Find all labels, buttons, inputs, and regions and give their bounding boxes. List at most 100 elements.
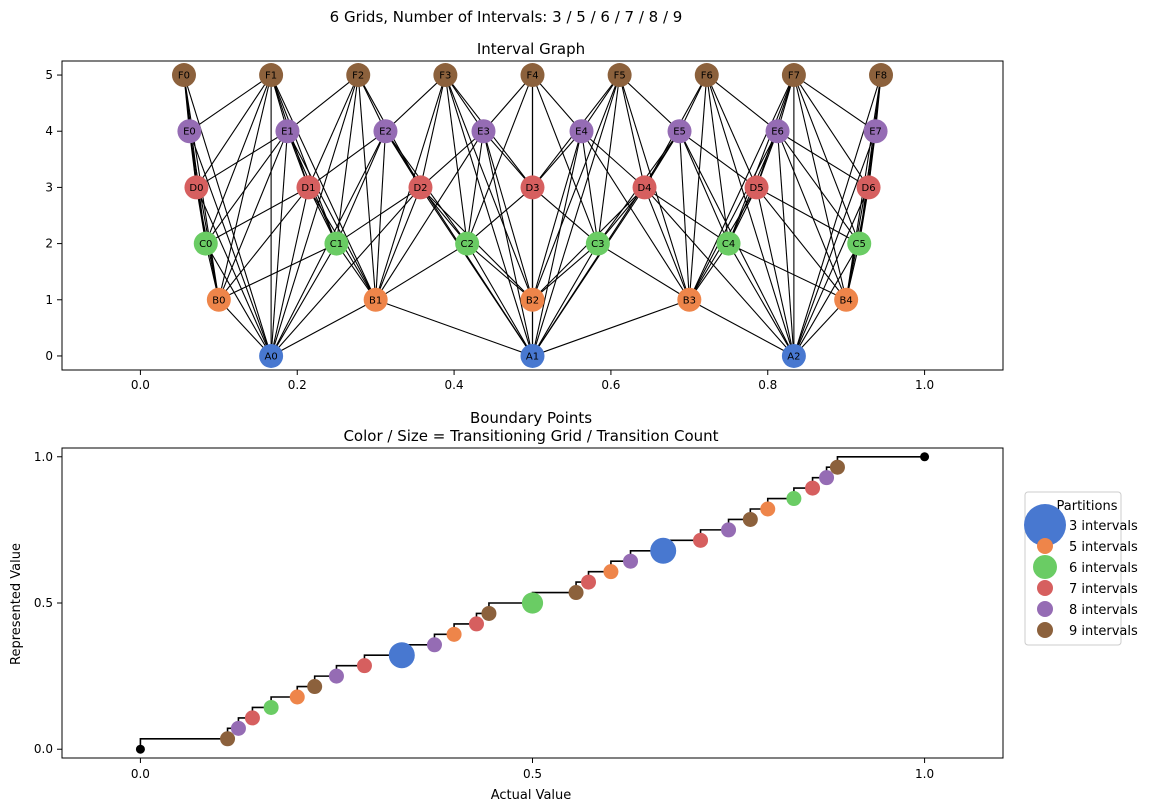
- graph-node-E3: [471, 119, 496, 144]
- graph-edge: [532, 130, 582, 188]
- boundary-point: [263, 699, 279, 715]
- graph-edge: [793, 74, 876, 132]
- graph-edge: [793, 74, 847, 300]
- boundary-point: [623, 553, 639, 569]
- graph-node-F8: [869, 63, 894, 88]
- graph-edge: [619, 74, 680, 132]
- graph-node-E5: [667, 119, 692, 144]
- graph-node-label: C4: [722, 239, 735, 250]
- graph-node-F7: [781, 63, 806, 88]
- graph-edge: [728, 243, 795, 357]
- graph-edge: [531, 131, 583, 300]
- graph-node-label: F3: [439, 71, 451, 82]
- legend-marker: [1037, 538, 1053, 554]
- graph-edge: [218, 131, 288, 300]
- legend-items: 3 intervals 5 intervals 6 intervals 7 inter…: [1024, 504, 1138, 639]
- graph-node-C4: [716, 231, 741, 256]
- boundary-point: [446, 626, 462, 642]
- graph-edge: [532, 74, 582, 132]
- graph-edge: [706, 74, 795, 357]
- graph-node-label: A0: [265, 351, 278, 362]
- graph-x-tick-label: 0.4: [445, 378, 464, 392]
- graph-edge: [385, 74, 446, 132]
- graph-edge: [597, 187, 645, 244]
- graph-node-A1: [520, 343, 545, 368]
- boundary-point: [521, 592, 544, 614]
- graph-node-C3: [585, 231, 610, 256]
- graph-x-ticks: 0.0 0.2 0.4 0.6 0.8 1.0: [131, 370, 934, 392]
- graph-edge: [270, 74, 377, 301]
- graph-edge: [678, 131, 690, 300]
- figure-suptitle: 6 Grids, Number of Intervals: 3 / 5 / 6 …: [330, 8, 683, 26]
- graph-edge: [466, 186, 533, 245]
- graph-node-D6: [856, 175, 881, 200]
- legend-marker: [1024, 504, 1066, 546]
- graph-edge: [580, 131, 599, 244]
- boundary-point: [426, 637, 442, 653]
- graph-edge: [532, 186, 599, 245]
- graph-edge: [270, 187, 309, 357]
- graph-edge: [531, 74, 599, 244]
- graph-node-B3: [677, 287, 702, 312]
- graph-edge: [218, 74, 272, 300]
- graph-node-A0: [259, 343, 284, 368]
- graph-edge: [286, 130, 377, 301]
- graph-edge: [793, 74, 870, 188]
- boundary-point: [819, 470, 835, 486]
- graph-y-tick-label: 2: [45, 237, 53, 251]
- legend-label: 5 intervals: [1069, 540, 1138, 555]
- interval-graph-plot: A0 A1 A2 B0 B1 B2 B3 B4 C0 C1 C2 C3 C4 C5 D0 D1 D2 D3 D4 D5…: [45, 60, 1004, 392]
- graph-edge: [793, 74, 860, 244]
- graph-node-label: B3: [683, 295, 696, 306]
- boundary-point: [328, 668, 344, 684]
- endpoints: [135, 452, 930, 754]
- graph-edge: [777, 130, 869, 188]
- boundary-point: [230, 720, 246, 736]
- graph-edge: [644, 186, 729, 245]
- graph-edge: [793, 131, 877, 357]
- boundary-point: [356, 658, 372, 674]
- boundary-point: [805, 480, 821, 496]
- graph-edge: [793, 74, 882, 357]
- legend-title: Partitions: [1057, 499, 1118, 514]
- graph-node-B0: [206, 287, 231, 312]
- graph-edge: [688, 130, 779, 301]
- graph-edge: [420, 187, 468, 244]
- graph-node-F0: [171, 63, 196, 88]
- graph-node-label: D0: [189, 183, 203, 194]
- graph-edge: [270, 131, 288, 356]
- graph-node-label: E1: [281, 127, 294, 138]
- graph-edge: [196, 130, 288, 188]
- graph-edge: [597, 243, 690, 301]
- graph-node-label: B1: [369, 295, 382, 306]
- graph-node-label: D2: [413, 183, 427, 194]
- graph-node-label: D6: [862, 183, 876, 194]
- graph-edge: [689, 299, 795, 357]
- scatter-y-ticks: 0.0 0.5 1.0: [34, 450, 62, 756]
- graph-node-label: C0: [199, 239, 212, 250]
- graph-edge: [756, 187, 795, 357]
- graph-node-label: F2: [352, 71, 364, 82]
- graph-node-label: E0: [183, 127, 196, 138]
- graph-edge: [307, 74, 359, 188]
- x-axis-label: Actual Value: [491, 788, 572, 803]
- scatter-title-line2: Color / Size = Transitioning Grid / Tran…: [343, 427, 718, 445]
- graph-edge: [205, 130, 288, 244]
- graph-edge: [205, 186, 309, 245]
- graph-y-tick-label: 3: [45, 180, 53, 194]
- graph-edge: [483, 130, 533, 188]
- graph-edge: [270, 74, 359, 357]
- boundary-point: [721, 522, 737, 538]
- scatter-x-ticks: 0.0 0.5 1.0: [131, 758, 934, 781]
- graph-node-F6: [694, 63, 719, 88]
- graph-edge: [375, 130, 484, 301]
- graph-edge: [756, 186, 860, 245]
- graph-edge: [218, 187, 309, 301]
- scatter-y-tick-label: 1.0: [34, 450, 53, 464]
- graph-edge: [756, 187, 847, 301]
- graph-node-label: F4: [526, 71, 538, 82]
- graph-edge: [270, 74, 337, 244]
- scatter-y-tick-label: 0.5: [34, 596, 53, 610]
- graph-node-label: E3: [477, 127, 490, 138]
- graph-x-tick-label: 0.6: [601, 378, 620, 392]
